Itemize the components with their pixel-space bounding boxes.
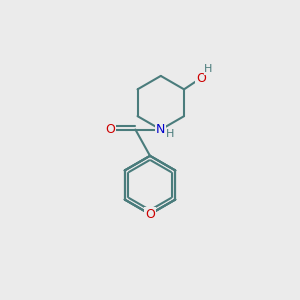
Text: H: H bbox=[166, 129, 174, 139]
Text: O: O bbox=[145, 208, 155, 221]
Text: H: H bbox=[204, 64, 212, 74]
Text: O: O bbox=[105, 123, 115, 136]
Text: N: N bbox=[156, 123, 166, 136]
Text: O: O bbox=[196, 71, 206, 85]
